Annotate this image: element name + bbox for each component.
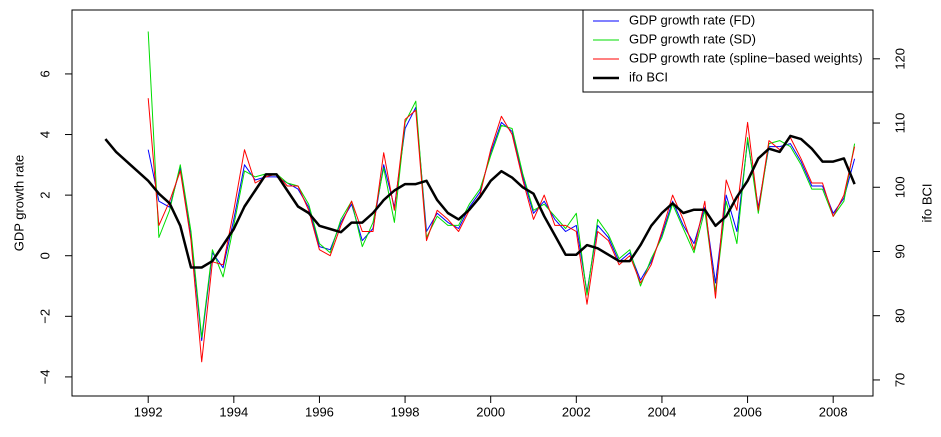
y2-tick-label: 70 bbox=[892, 373, 907, 387]
y2-tick-label: 90 bbox=[892, 244, 907, 258]
y-tick-label: 6 bbox=[37, 70, 52, 77]
x-tick-label: 1994 bbox=[219, 404, 248, 419]
x-tick-label: 2006 bbox=[733, 404, 762, 419]
y2-tick-label: 120 bbox=[892, 48, 907, 70]
x-tick-label: 1998 bbox=[391, 404, 420, 419]
y-tick-label: −4 bbox=[37, 369, 52, 384]
y-tick-label: 2 bbox=[37, 192, 52, 199]
series-line bbox=[147, 98, 856, 363]
legend-label: GDP growth rate (FD) bbox=[629, 12, 755, 27]
y-tick-label: 4 bbox=[37, 131, 52, 138]
y-tick-label: 0 bbox=[37, 252, 52, 259]
legend-label: GDP growth rate (spline−based weights) bbox=[629, 50, 863, 65]
y2-tick-label: 110 bbox=[892, 113, 907, 134]
series-line bbox=[104, 134, 856, 269]
y-tick-label: −2 bbox=[37, 309, 52, 324]
x-tick-label: 1996 bbox=[305, 404, 334, 419]
plot-box bbox=[71, 9, 874, 397]
legend: GDP growth rate (FD) GDP growth rate (SD)… bbox=[582, 9, 874, 93]
x-tick-label: 2000 bbox=[476, 404, 505, 419]
legend-box bbox=[582, 9, 874, 93]
y2-axis-title: ifo BCI bbox=[919, 183, 934, 222]
x-tick-label: 2002 bbox=[562, 404, 591, 419]
y-axis-title: GDP growth rate bbox=[11, 155, 26, 252]
x-tick-label: 1992 bbox=[134, 404, 163, 419]
legend-label: GDP growth rate (SD) bbox=[629, 31, 756, 46]
y2-tick-label: 80 bbox=[892, 308, 907, 322]
x-tick-label: 2008 bbox=[819, 404, 848, 419]
legend-label: ifo BCI bbox=[629, 69, 668, 84]
y2-tick-label: 100 bbox=[892, 176, 907, 198]
x-tick-label: 2004 bbox=[647, 404, 676, 419]
